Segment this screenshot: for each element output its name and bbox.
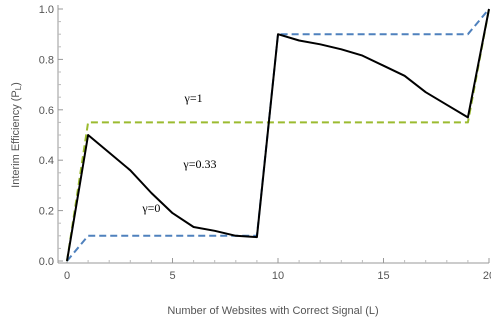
series-layer [66, 8, 490, 262]
x-tick-label: 20 [483, 270, 491, 282]
x-tick-label: 10 [272, 270, 284, 282]
y-tick-label: 0.2 [39, 206, 54, 218]
y-axis-title: Interim Efficiency (PL) [10, 82, 23, 188]
y-axis: 0.0 0.2 0.4 0.6 0.8 1.0 [39, 4, 63, 268]
y-axis-title-subscript: L [14, 85, 23, 90]
y-axis-title-main: Interim Efficiency (P [10, 90, 22, 188]
y-tick-label: 0.4 [39, 155, 54, 167]
x-axis-title: Number of Websites with Correct Signal (… [167, 305, 378, 317]
y-tick-label: 0.8 [39, 54, 54, 66]
y-axis-title-close: ) [10, 82, 22, 86]
series-annotation: γ=1 [184, 91, 203, 105]
x-axis: 0 5 10 15 20 [64, 258, 491, 282]
series-annotation: γ=0.33 [182, 157, 216, 171]
x-tick-label: 5 [169, 270, 175, 282]
series-line-2 [66, 8, 490, 262]
x-tick-label: 0 [64, 270, 70, 282]
series-annotation: γ=0 [141, 201, 160, 215]
y-tick-label: 1.0 [39, 4, 54, 16]
annotation-layer: γ=1 γ=0.33 γ=0 [141, 91, 216, 215]
series-line-0 [66, 8, 490, 262]
plot-frame [57, 5, 489, 264]
series-line-1 [66, 8, 490, 262]
y-tick-label: 0.0 [39, 256, 54, 268]
y-tick-label: 0.6 [39, 105, 54, 117]
x-tick-label: 15 [377, 270, 389, 282]
